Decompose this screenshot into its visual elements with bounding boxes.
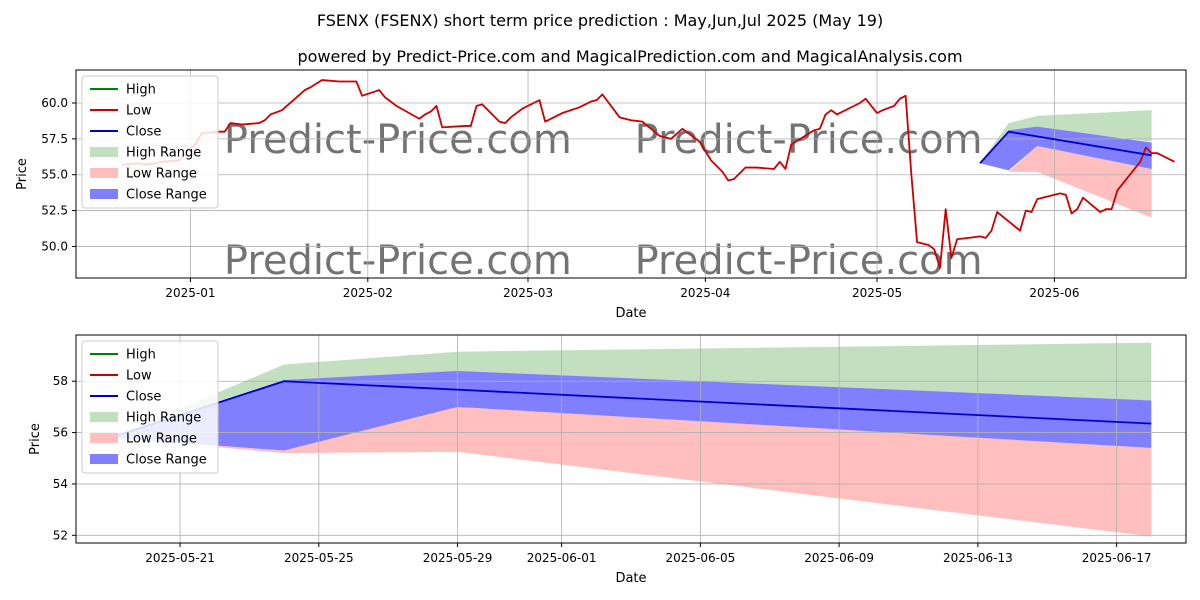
low-range-area [110,406,1152,537]
close-range-legend-label: Close Range [126,453,207,468]
close-legend-label: Close [126,390,161,405]
close-range-legend-label: Close Range [126,188,207,203]
low-range-legend-label: Low Range [126,432,197,447]
watermark-text: Predict-Price.com [224,117,572,163]
legend: High Low Close High Range Low Range Close Ran… [81,340,219,474]
high-range-legend-swatch [90,147,118,157]
y-tick-label: 52 [53,528,68,542]
plot-frame [75,334,1187,544]
forecast-zoom-panel: Predict-Price.comPredict-Price.com2025-0… [28,334,1187,586]
legend: High Low Close High Range Low Range Close Ran… [81,75,219,209]
y-axis-label: Price [15,158,30,190]
x-tick-label: 2025-06 [1029,286,1079,300]
chart-subtitle: powered by Predict-Price.com and Magical… [297,47,962,66]
main-price-panel: Predict-Price.com Predict-Price.com Predic… [15,69,1187,321]
x-tick-label: 2025-03 [503,286,553,300]
close-range-legend-swatch [90,454,118,464]
grid-lines [76,335,1186,543]
watermark-text: Predict-Price.com [635,117,983,163]
y-tick-label: 50.0 [41,239,68,253]
low-range-legend-label: Low Range [126,167,197,182]
grid-lines [76,70,1186,278]
high-range-area [980,110,1152,164]
low-range-legend-swatch [90,168,118,178]
x-axis-label: Date [615,306,646,321]
close-range-area [110,370,1152,451]
high-range-area [110,342,1152,438]
y-tick-label: 52.5 [41,204,68,218]
x-tick-label: 2025-06-09 [804,551,874,565]
y-tick-label: 60.0 [41,96,68,110]
low-range-area [980,146,1152,218]
chart-title: FSENX (FSENX) short term price predictio… [317,11,883,30]
x-tick-label: 2025-04 [680,286,730,300]
x-tick-label: 2025-05 [852,286,902,300]
y-tick-label: 57.5 [41,132,68,146]
close-range-legend-swatch [90,189,118,199]
watermark-text: Predict-Price.com [224,238,572,284]
close-series-line [979,130,1152,164]
low-range-legend-swatch [90,433,118,443]
high-legend-label: High [126,83,156,98]
x-axis-label: Date [615,571,646,586]
low-legend-label: Low [126,369,152,384]
plot-frame [75,69,1187,279]
low-series-line [121,79,1175,269]
y-tick-label: 55.0 [41,168,68,182]
x-tick-label: 2025-06-13 [943,551,1013,565]
high-range-legend-label: High Range [126,146,201,161]
y-tick-label: 54 [53,477,68,491]
high-legend-label: High [126,348,156,363]
x-tick-label: 2025-02 [343,286,393,300]
close-legend-label: Close [126,125,161,140]
x-tick-label: 2025-06-01 [527,551,597,565]
x-tick-label: 2025-01 [165,286,215,300]
high-range-legend-swatch [90,412,118,422]
x-tick-label: 2025-05-25 [284,551,354,565]
high-range-legend-label: High Range [126,411,201,426]
watermark-text: Predict-Price.com [635,238,983,284]
x-tick-label: 2025-05-29 [423,551,493,565]
close-range-area [980,126,1152,171]
watermark-group: Predict-Price.com Predict-Price.com Predic… [224,117,983,284]
y-axis-label: Price [28,423,43,455]
y-tick-label: 58 [53,374,68,388]
x-tick-label: 2025-06-17 [1082,551,1152,565]
low-legend-label: Low [126,104,152,119]
x-tick-label: 2025-05-21 [145,551,215,565]
y-tick-label: 56 [53,426,68,440]
x-tick-label: 2025-06-05 [666,551,736,565]
